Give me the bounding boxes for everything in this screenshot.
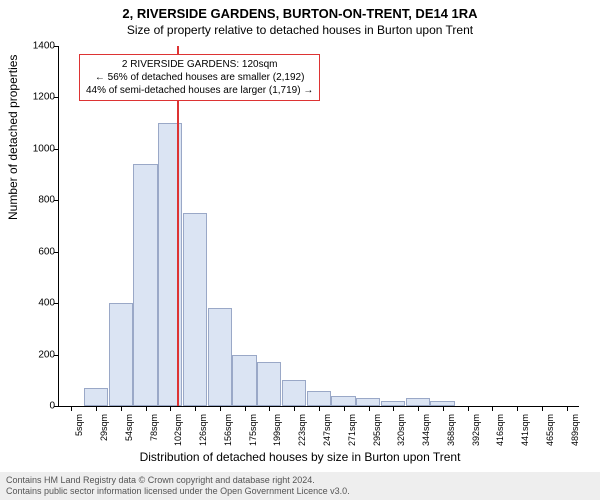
y-tick-mark xyxy=(54,355,59,356)
footer: Contains HM Land Registry data © Crown c… xyxy=(0,472,600,500)
y-tick-mark xyxy=(54,149,59,150)
x-tick-label: 247sqm xyxy=(322,414,332,446)
x-tick-label: 295sqm xyxy=(372,414,382,446)
y-tick-label: 200 xyxy=(25,349,55,360)
x-tick-label: 368sqm xyxy=(446,414,456,446)
y-tick-mark xyxy=(54,200,59,201)
x-tick-mark xyxy=(245,406,246,411)
x-tick-label: 54sqm xyxy=(124,414,134,441)
x-tick-label: 223sqm xyxy=(297,414,307,446)
bar xyxy=(406,398,430,406)
x-tick-mark xyxy=(492,406,493,411)
chart-subtitle: Size of property relative to detached ho… xyxy=(0,21,600,37)
bar xyxy=(282,380,306,406)
x-tick-label: 78sqm xyxy=(149,414,159,441)
x-tick-label: 29sqm xyxy=(99,414,109,441)
x-tick-label: 199sqm xyxy=(272,414,282,446)
y-tick-label: 1000 xyxy=(25,143,55,154)
y-tick-label: 1200 xyxy=(25,92,55,103)
x-tick-label: 271sqm xyxy=(347,414,357,446)
x-tick-mark xyxy=(468,406,469,411)
y-tick-label: 400 xyxy=(25,298,55,309)
x-tick-label: 344sqm xyxy=(421,414,431,446)
annotation-box: 2 RIVERSIDE GARDENS: 120sqm← 56% of deta… xyxy=(79,54,320,101)
x-tick-mark xyxy=(96,406,97,411)
annotation-line: 2 RIVERSIDE GARDENS: 120sqm xyxy=(86,58,313,71)
x-tick-mark xyxy=(393,406,394,411)
x-tick-mark xyxy=(567,406,568,411)
y-tick-mark xyxy=(54,46,59,47)
x-tick-label: 392sqm xyxy=(471,414,481,446)
x-tick-label: 441sqm xyxy=(520,414,530,446)
y-tick-mark xyxy=(54,303,59,304)
bar xyxy=(158,123,182,406)
y-tick-mark xyxy=(54,252,59,253)
bar xyxy=(232,355,256,406)
y-tick-label: 0 xyxy=(25,401,55,412)
chart-container: 2, RIVERSIDE GARDENS, BURTON-ON-TRENT, D… xyxy=(0,0,600,500)
annotation-line: ← 56% of detached houses are smaller (2,… xyxy=(86,71,313,84)
footer-line-2: Contains public sector information licen… xyxy=(6,486,594,497)
y-tick-label: 600 xyxy=(25,246,55,257)
x-tick-mark xyxy=(319,406,320,411)
x-axis-label: Distribution of detached houses by size … xyxy=(0,450,600,464)
x-tick-mark xyxy=(121,406,122,411)
x-tick-mark xyxy=(294,406,295,411)
x-tick-mark xyxy=(170,406,171,411)
x-tick-mark xyxy=(344,406,345,411)
y-tick-label: 800 xyxy=(25,195,55,206)
bar xyxy=(183,213,207,406)
chart-title: 2, RIVERSIDE GARDENS, BURTON-ON-TRENT, D… xyxy=(0,0,600,21)
bar xyxy=(133,164,157,406)
x-tick-mark xyxy=(443,406,444,411)
bar xyxy=(331,396,355,406)
x-tick-mark xyxy=(146,406,147,411)
x-tick-mark xyxy=(220,406,221,411)
bar xyxy=(257,362,281,406)
x-tick-label: 416sqm xyxy=(495,414,505,446)
y-tick-mark xyxy=(54,97,59,98)
x-tick-label: 465sqm xyxy=(545,414,555,446)
bar xyxy=(84,388,108,406)
x-tick-mark xyxy=(517,406,518,411)
x-tick-mark xyxy=(369,406,370,411)
bar xyxy=(109,303,133,406)
x-tick-mark xyxy=(269,406,270,411)
x-tick-label: 175sqm xyxy=(248,414,258,446)
bar xyxy=(208,308,232,406)
x-tick-label: 156sqm xyxy=(223,414,233,446)
footer-line-1: Contains HM Land Registry data © Crown c… xyxy=(6,475,594,486)
annotation-line: 44% of semi-detached houses are larger (… xyxy=(86,84,313,97)
x-tick-mark xyxy=(71,406,72,411)
bar xyxy=(356,398,380,406)
y-tick-mark xyxy=(54,406,59,407)
x-tick-label: 126sqm xyxy=(198,414,208,446)
x-tick-mark xyxy=(195,406,196,411)
x-tick-label: 5sqm xyxy=(74,414,84,436)
x-tick-label: 320sqm xyxy=(396,414,406,446)
bar xyxy=(307,391,331,406)
x-tick-label: 489sqm xyxy=(570,414,580,446)
x-tick-label: 102sqm xyxy=(173,414,183,446)
y-axis-label: Number of detached properties xyxy=(6,55,20,220)
plot-area: 02004006008001000120014005sqm29sqm54sqm7… xyxy=(58,46,579,407)
y-tick-label: 1400 xyxy=(25,41,55,52)
x-tick-mark xyxy=(418,406,419,411)
x-tick-mark xyxy=(542,406,543,411)
